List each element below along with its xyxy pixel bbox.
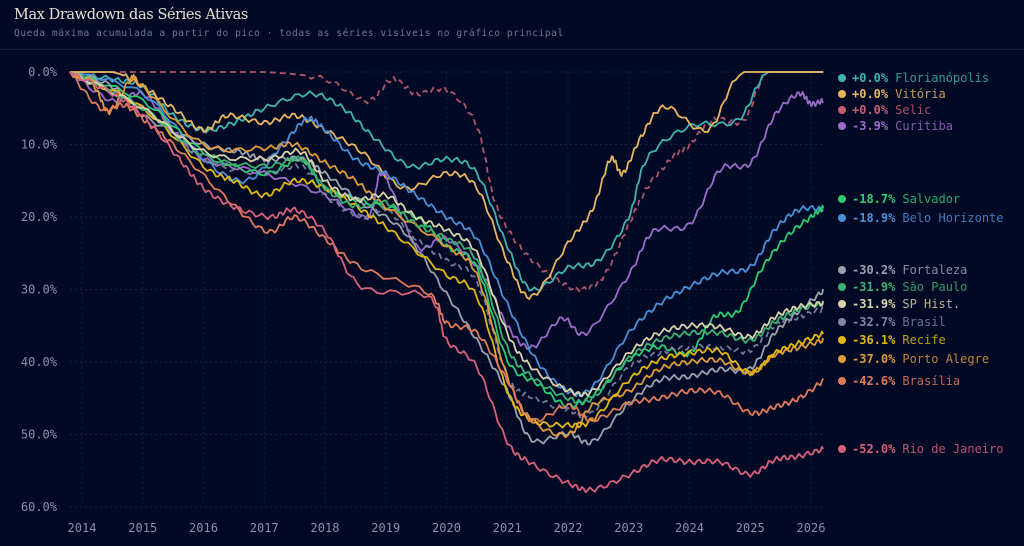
- legend-item[interactable]: -30.2% Fortaleza: [838, 263, 967, 277]
- series-line-recife: [69, 71, 825, 429]
- legend-dot-icon: [838, 300, 846, 308]
- legend-value: -36.1%: [852, 333, 896, 347]
- x-tick-label: 2014: [68, 521, 97, 535]
- series-line-belo-horizonte: [69, 71, 824, 398]
- legend-label: Recife: [902, 333, 946, 347]
- legend-value: -42.6%: [852, 374, 896, 388]
- legend-value: +0.0%: [852, 103, 889, 117]
- header-divider: [0, 49, 1024, 50]
- legend-item[interactable]: -31.9% São Paulo: [838, 280, 967, 294]
- x-tick-label: 2018: [311, 521, 340, 535]
- y-tick-label: 30.0%: [21, 283, 58, 297]
- legend-label: Florianópolis: [895, 71, 990, 85]
- x-tick-label: 2026: [797, 521, 826, 535]
- legend-dot-icon: [838, 214, 846, 222]
- legend-item[interactable]: -37.0% Porto Alegre: [838, 352, 989, 366]
- x-tick-label: 2024: [675, 521, 704, 535]
- legend-label: Fortaleza: [902, 263, 968, 277]
- legend-item[interactable]: -52.0% Rio de Janeiro: [838, 442, 1004, 456]
- legend-item[interactable]: +0.0% Florianópolis: [838, 71, 989, 85]
- legend-item[interactable]: -42.6% Brasília: [838, 374, 960, 388]
- y-axis: 0.0% 10.0% 20.0% 30.0% 40.0% 50.0% 60.0%: [21, 65, 58, 514]
- legend-dot-icon: [838, 90, 846, 98]
- legend-value: +0.0%: [852, 87, 889, 101]
- legend-dot-icon: [838, 195, 846, 203]
- x-tick-label: 2023: [614, 521, 643, 535]
- legend-label: SP Hist.: [902, 297, 961, 311]
- legend-item[interactable]: +0.0% Selic: [838, 103, 931, 117]
- legend-value: -31.9%: [852, 280, 896, 294]
- legend-value: -31.9%: [852, 297, 896, 311]
- legend-value: -32.7%: [852, 315, 896, 329]
- x-tick-label: 2016: [189, 521, 218, 535]
- legend-item[interactable]: -32.7% Brasil: [838, 315, 946, 329]
- legend-item[interactable]: -3.9% Curitiba: [838, 119, 953, 133]
- legend-label: Selic: [895, 103, 932, 117]
- series-line-rio-de-janeiro: [69, 71, 824, 494]
- legend-value: +0.0%: [852, 71, 889, 85]
- series-line-fortaleza: [69, 71, 825, 446]
- x-tick-label: 2019: [371, 521, 400, 535]
- series-line-bras-lia: [69, 71, 824, 423]
- chart-title: Max Drawdown das Séries Ativas: [14, 7, 248, 23]
- legend-value: -3.9%: [852, 119, 889, 133]
- series-lines: [69, 71, 825, 494]
- legend-dot-icon: [838, 122, 846, 130]
- x-tick-label: 2021: [493, 521, 522, 535]
- legend-label: Salvador: [902, 192, 961, 206]
- legend-value: -52.0%: [852, 442, 896, 456]
- legend-item[interactable]: -18.9% Belo Horizonte: [838, 211, 1004, 225]
- legend-item[interactable]: -18.7% Salvador: [838, 192, 960, 206]
- y-tick-label: 50.0%: [21, 428, 58, 442]
- legend-value: -18.7%: [852, 192, 896, 206]
- y-tick-label: 60.0%: [21, 500, 58, 514]
- legend-dot-icon: [838, 106, 846, 114]
- series-line-salvador: [69, 71, 825, 409]
- legend-label: Brasília: [902, 374, 961, 388]
- legend-label: Brasil: [902, 315, 946, 329]
- legend-dot-icon: [838, 266, 846, 274]
- series-line-vit-ria: [69, 71, 824, 300]
- legend-dot-icon: [838, 355, 846, 363]
- x-tick-label: 2017: [250, 521, 279, 535]
- series-line-curitiba: [69, 71, 824, 350]
- x-tick-label: 2025: [736, 521, 765, 535]
- legend-item[interactable]: -31.9% SP Hist.: [838, 297, 960, 311]
- y-tick-label: 0.0%: [28, 65, 58, 79]
- legend-label: Rio de Janeiro: [902, 442, 1004, 456]
- legend-dot-icon: [838, 318, 846, 326]
- y-tick-label: 20.0%: [21, 210, 58, 224]
- legend-dot-icon: [838, 377, 846, 385]
- x-tick-label: 2015: [128, 521, 157, 535]
- legend-label: Belo Horizonte: [902, 211, 1004, 225]
- legend-dot-icon: [838, 283, 846, 291]
- legend-value: -37.0%: [852, 352, 896, 366]
- y-tick-label: 40.0%: [21, 355, 58, 369]
- legend-item[interactable]: -36.1% Recife: [838, 333, 946, 347]
- series-line-porto-alegre: [69, 71, 825, 439]
- legend-dot-icon: [838, 336, 846, 344]
- y-tick-label: 10.0%: [21, 138, 58, 152]
- legend-dot-icon: [838, 74, 846, 82]
- legend-value: -30.2%: [852, 263, 896, 277]
- series-line-s-o-paulo: [69, 71, 825, 406]
- legend-item[interactable]: +0.0% Vitória: [838, 87, 946, 101]
- x-tick-label: 2022: [554, 521, 583, 535]
- legend-value: -18.9%: [852, 211, 896, 225]
- chart-subtitle: Queda máxima acumulada a partir do pico …: [14, 28, 564, 39]
- legend-label: Curitiba: [895, 119, 953, 133]
- x-tick-label: 2020: [432, 521, 461, 535]
- x-axis: 2014 2015 2016 2017 2018 2019 2020 2021 2022 2023…: [68, 521, 826, 535]
- legend-label: São Paulo: [902, 280, 968, 294]
- legend-label: Porto Alegre: [902, 352, 990, 366]
- legend-dot-icon: [838, 445, 846, 453]
- legend-label: Vitória: [895, 87, 946, 101]
- series-line-sp-hist-: [69, 71, 825, 398]
